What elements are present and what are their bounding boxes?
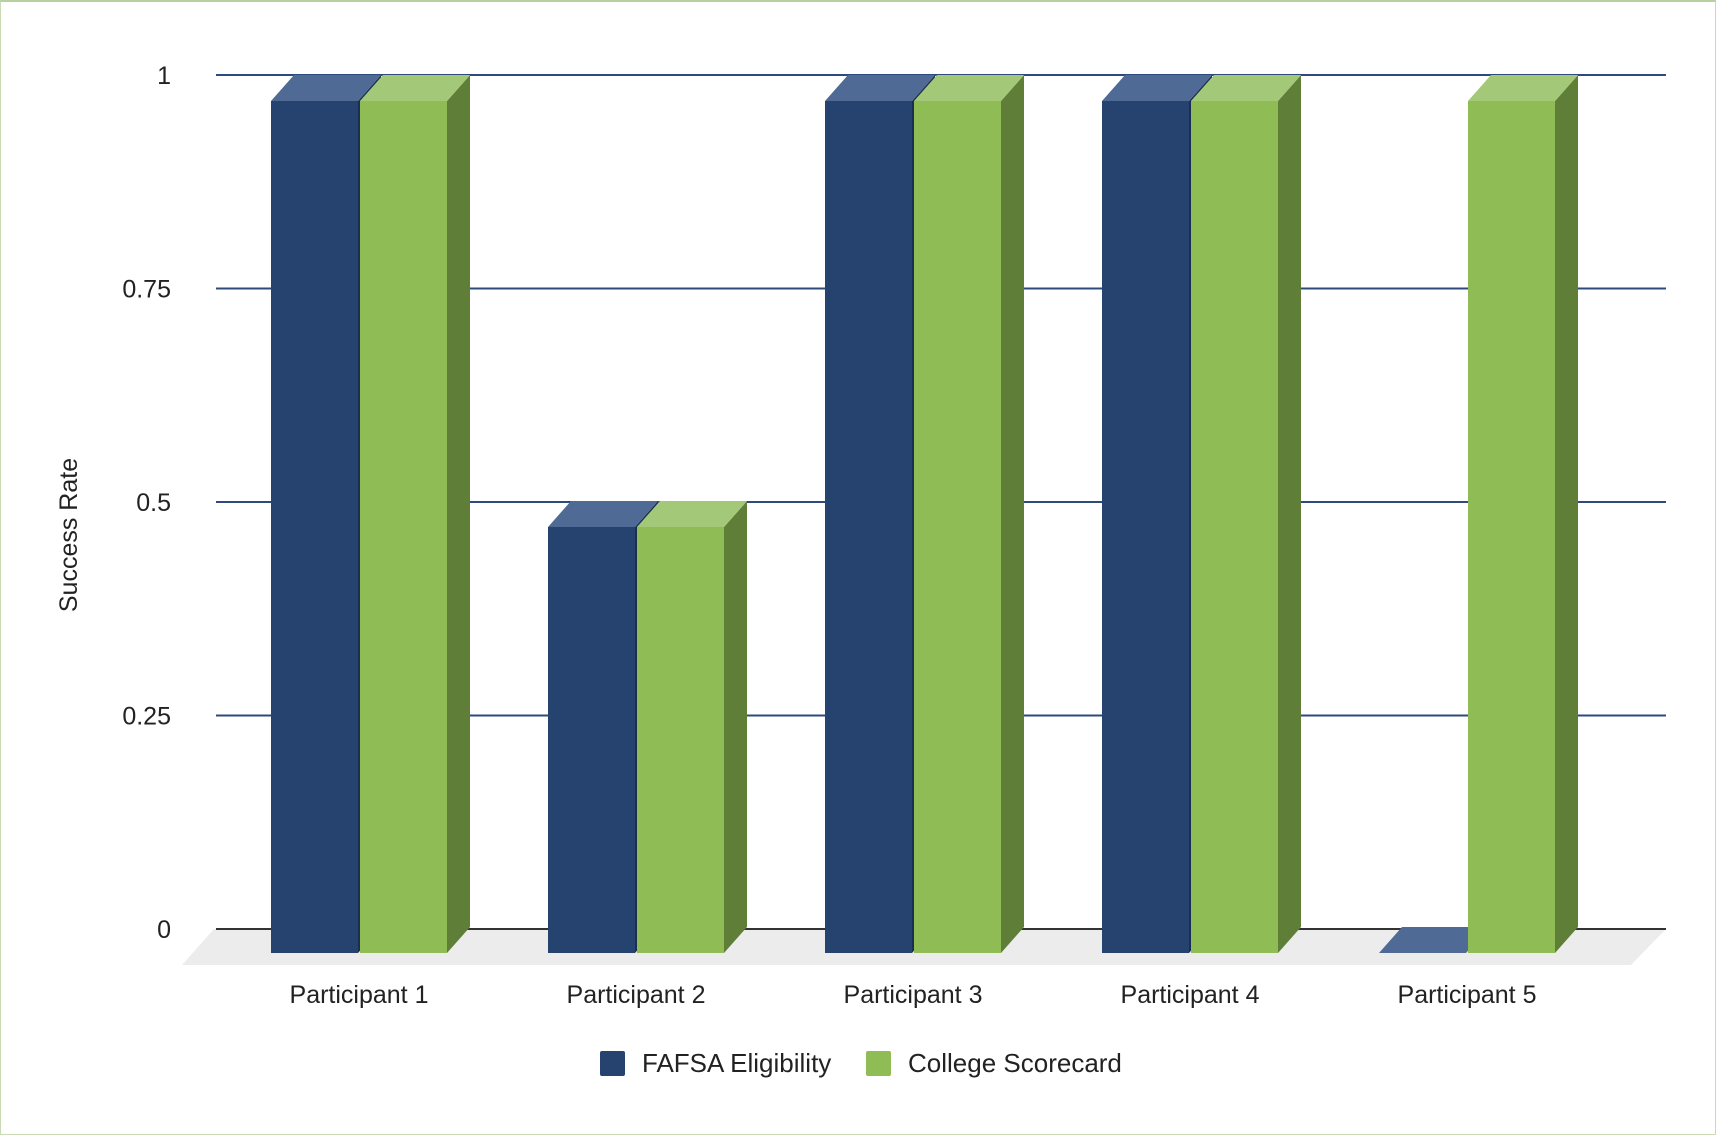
bar-front-face: [1191, 101, 1278, 953]
x-tick-label: Participant 3: [844, 981, 983, 1009]
bar-top-face: [1191, 75, 1301, 101]
bar-top-face: [1468, 75, 1578, 101]
y-tick-label: 0.75: [122, 276, 171, 304]
bar: [1379, 927, 1489, 953]
bars: [271, 75, 1578, 953]
y-tick-label: 0.25: [122, 703, 171, 731]
bar: [637, 501, 747, 953]
x-tick-label: Participant 2: [567, 981, 706, 1009]
bar-top-face: [548, 501, 658, 527]
bar: [1191, 75, 1301, 953]
bar-side-face: [1278, 75, 1301, 953]
bar-front-face: [360, 101, 447, 953]
bar-front-face: [825, 101, 912, 953]
legend-label: FAFSA Eligibility: [642, 1048, 831, 1078]
y-tick-label: 0.5: [136, 489, 171, 517]
y-tick-label: 1: [157, 62, 171, 90]
bar-top-face: [825, 75, 935, 101]
bar: [1468, 75, 1578, 953]
bar-top-face: [637, 501, 747, 527]
legend-swatch: [866, 1051, 891, 1076]
bar-side-face: [1555, 75, 1578, 953]
bar-front-face: [637, 527, 724, 953]
x-axis-labels: Participant 1 Participant 2 Participant 3 P…: [290, 981, 1537, 1009]
legend: FAFSA Eligibility College Scorecard: [600, 1048, 1122, 1078]
bar-side-face: [1001, 75, 1024, 953]
bar-front-face: [1102, 101, 1189, 953]
legend-swatch: [600, 1051, 625, 1076]
bar-top-face: [1379, 927, 1489, 953]
bar-top-face: [914, 75, 1024, 101]
bar-front-face: [1468, 101, 1555, 953]
bar-front-face: [914, 101, 1001, 953]
bar-front-face: [271, 101, 358, 953]
bar-side-face: [724, 501, 747, 953]
bar-top-face: [271, 75, 381, 101]
y-tick-label: 0: [157, 916, 171, 944]
bar: [914, 75, 1024, 953]
x-tick-label: Participant 1: [290, 981, 429, 1009]
bar: [271, 75, 381, 953]
y-axis-title: Success Rate: [55, 458, 83, 612]
legend-label: College Scorecard: [908, 1048, 1122, 1078]
x-tick-label: Participant 5: [1398, 981, 1537, 1009]
x-tick-label: Participant 4: [1121, 981, 1260, 1009]
bar-top-face: [360, 75, 470, 101]
bar-side-face: [447, 75, 470, 953]
legend-item: FAFSA Eligibility: [600, 1048, 831, 1078]
bar-front-face: [548, 527, 635, 953]
bar: [360, 75, 470, 953]
legend-item: College Scorecard: [866, 1048, 1122, 1078]
bar-top-face: [1102, 75, 1212, 101]
y-axis-ticks: 0 0.25 0.5 0.75 1: [122, 62, 171, 944]
